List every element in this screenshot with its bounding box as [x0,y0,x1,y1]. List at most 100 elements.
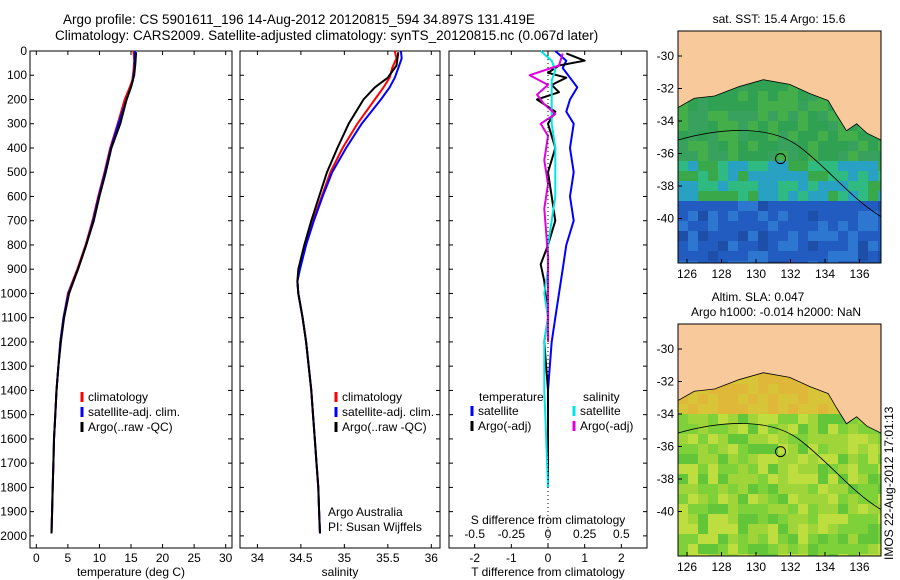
field-cell [748,464,758,474]
field-cell [728,121,738,131]
field-cell [808,121,818,131]
field-cell [788,494,798,504]
field-cell [698,161,708,171]
field-cell [818,544,828,554]
field-cell [738,211,748,221]
field-cell [678,464,688,474]
field-cell [788,504,798,514]
field-cell [768,544,778,554]
x-tick-label: 0 [545,551,552,565]
field-cell [838,554,848,556]
field-cell [688,514,698,524]
field-cell [868,191,878,201]
field-cell [848,191,858,201]
field-cell [688,414,698,424]
field-cell [828,404,838,414]
legend-label: Argo(..raw -QC) [88,420,173,434]
field-cell [718,141,728,151]
field-cell [848,444,858,454]
field-cell [778,141,788,151]
map-x-tick-label: 130 [746,560,766,574]
field-cell [818,221,828,231]
map-x-tick-label: 136 [849,267,869,281]
field-cell [718,231,728,241]
field-cell [778,434,788,444]
field-cell [718,121,728,131]
field-cell [698,231,708,241]
field-cell [698,101,708,111]
field-cell [678,484,688,494]
field-cell [828,524,838,534]
field-cell [688,211,698,221]
field-cell [878,221,881,231]
map-y-tick-label: -30 [657,49,675,63]
field-cell [678,171,688,181]
field-cell [748,474,758,484]
field-cell [738,544,748,554]
field-cell [858,251,868,261]
map-y-tick-label: -38 [657,472,675,486]
field-cell [688,251,698,261]
field-cell [698,554,708,556]
field-cell [868,201,878,211]
field-cell [808,231,818,241]
field-cell [798,484,808,494]
field-cell [768,221,778,231]
field-cell [868,251,878,261]
field-cell [878,201,881,211]
field-cell [848,131,858,141]
field-cell [798,474,808,484]
field-cell [718,191,728,201]
field-cell [808,151,818,161]
field-cell [838,251,848,261]
y-tick-label: 1900 [0,505,27,519]
field-cell [828,444,838,454]
field-cell [848,554,858,556]
map-frame [677,323,882,557]
field-cell [678,454,688,464]
field-cell [738,514,748,524]
field-cell [758,394,768,404]
field-cell [688,141,698,151]
field-cell [768,384,778,394]
field-cell [758,544,768,554]
field-cell [678,544,688,554]
field-cell [868,534,878,544]
field-cell [858,444,868,454]
field-cell [698,464,708,474]
field-cell [868,261,878,263]
field-cell [798,201,808,211]
x-axis-label: T difference from climatology [471,565,625,579]
field-cell [878,444,881,454]
field-cell [728,534,738,544]
field-cell [828,424,838,434]
field-cell [698,524,708,534]
field-cell [698,514,708,524]
series-line-argo-raw-qc- [296,52,400,534]
field-cell [698,191,708,201]
field-cell [798,504,808,514]
field-cell [748,201,758,211]
field-cell [718,444,728,454]
field-cell [798,444,808,454]
field-cell [868,524,878,534]
field-cell [818,494,828,504]
field-cell [738,374,748,384]
field-cell [708,141,718,151]
field-cell [778,131,788,141]
legend-label: Argo(-adj) [478,419,531,433]
field-cell [858,554,868,556]
y-tick-label: 1100 [1,311,27,325]
field-cell [828,231,838,241]
field-cell [878,454,881,464]
field-cell [688,504,698,514]
field-cell [778,161,788,171]
field-cell [788,141,798,151]
field-cell [768,151,778,161]
field-cell [838,484,848,494]
field-cell [798,464,808,474]
field-cell [698,534,708,544]
field-cell [858,534,868,544]
field-cell [818,484,828,494]
field-cell [698,544,708,554]
